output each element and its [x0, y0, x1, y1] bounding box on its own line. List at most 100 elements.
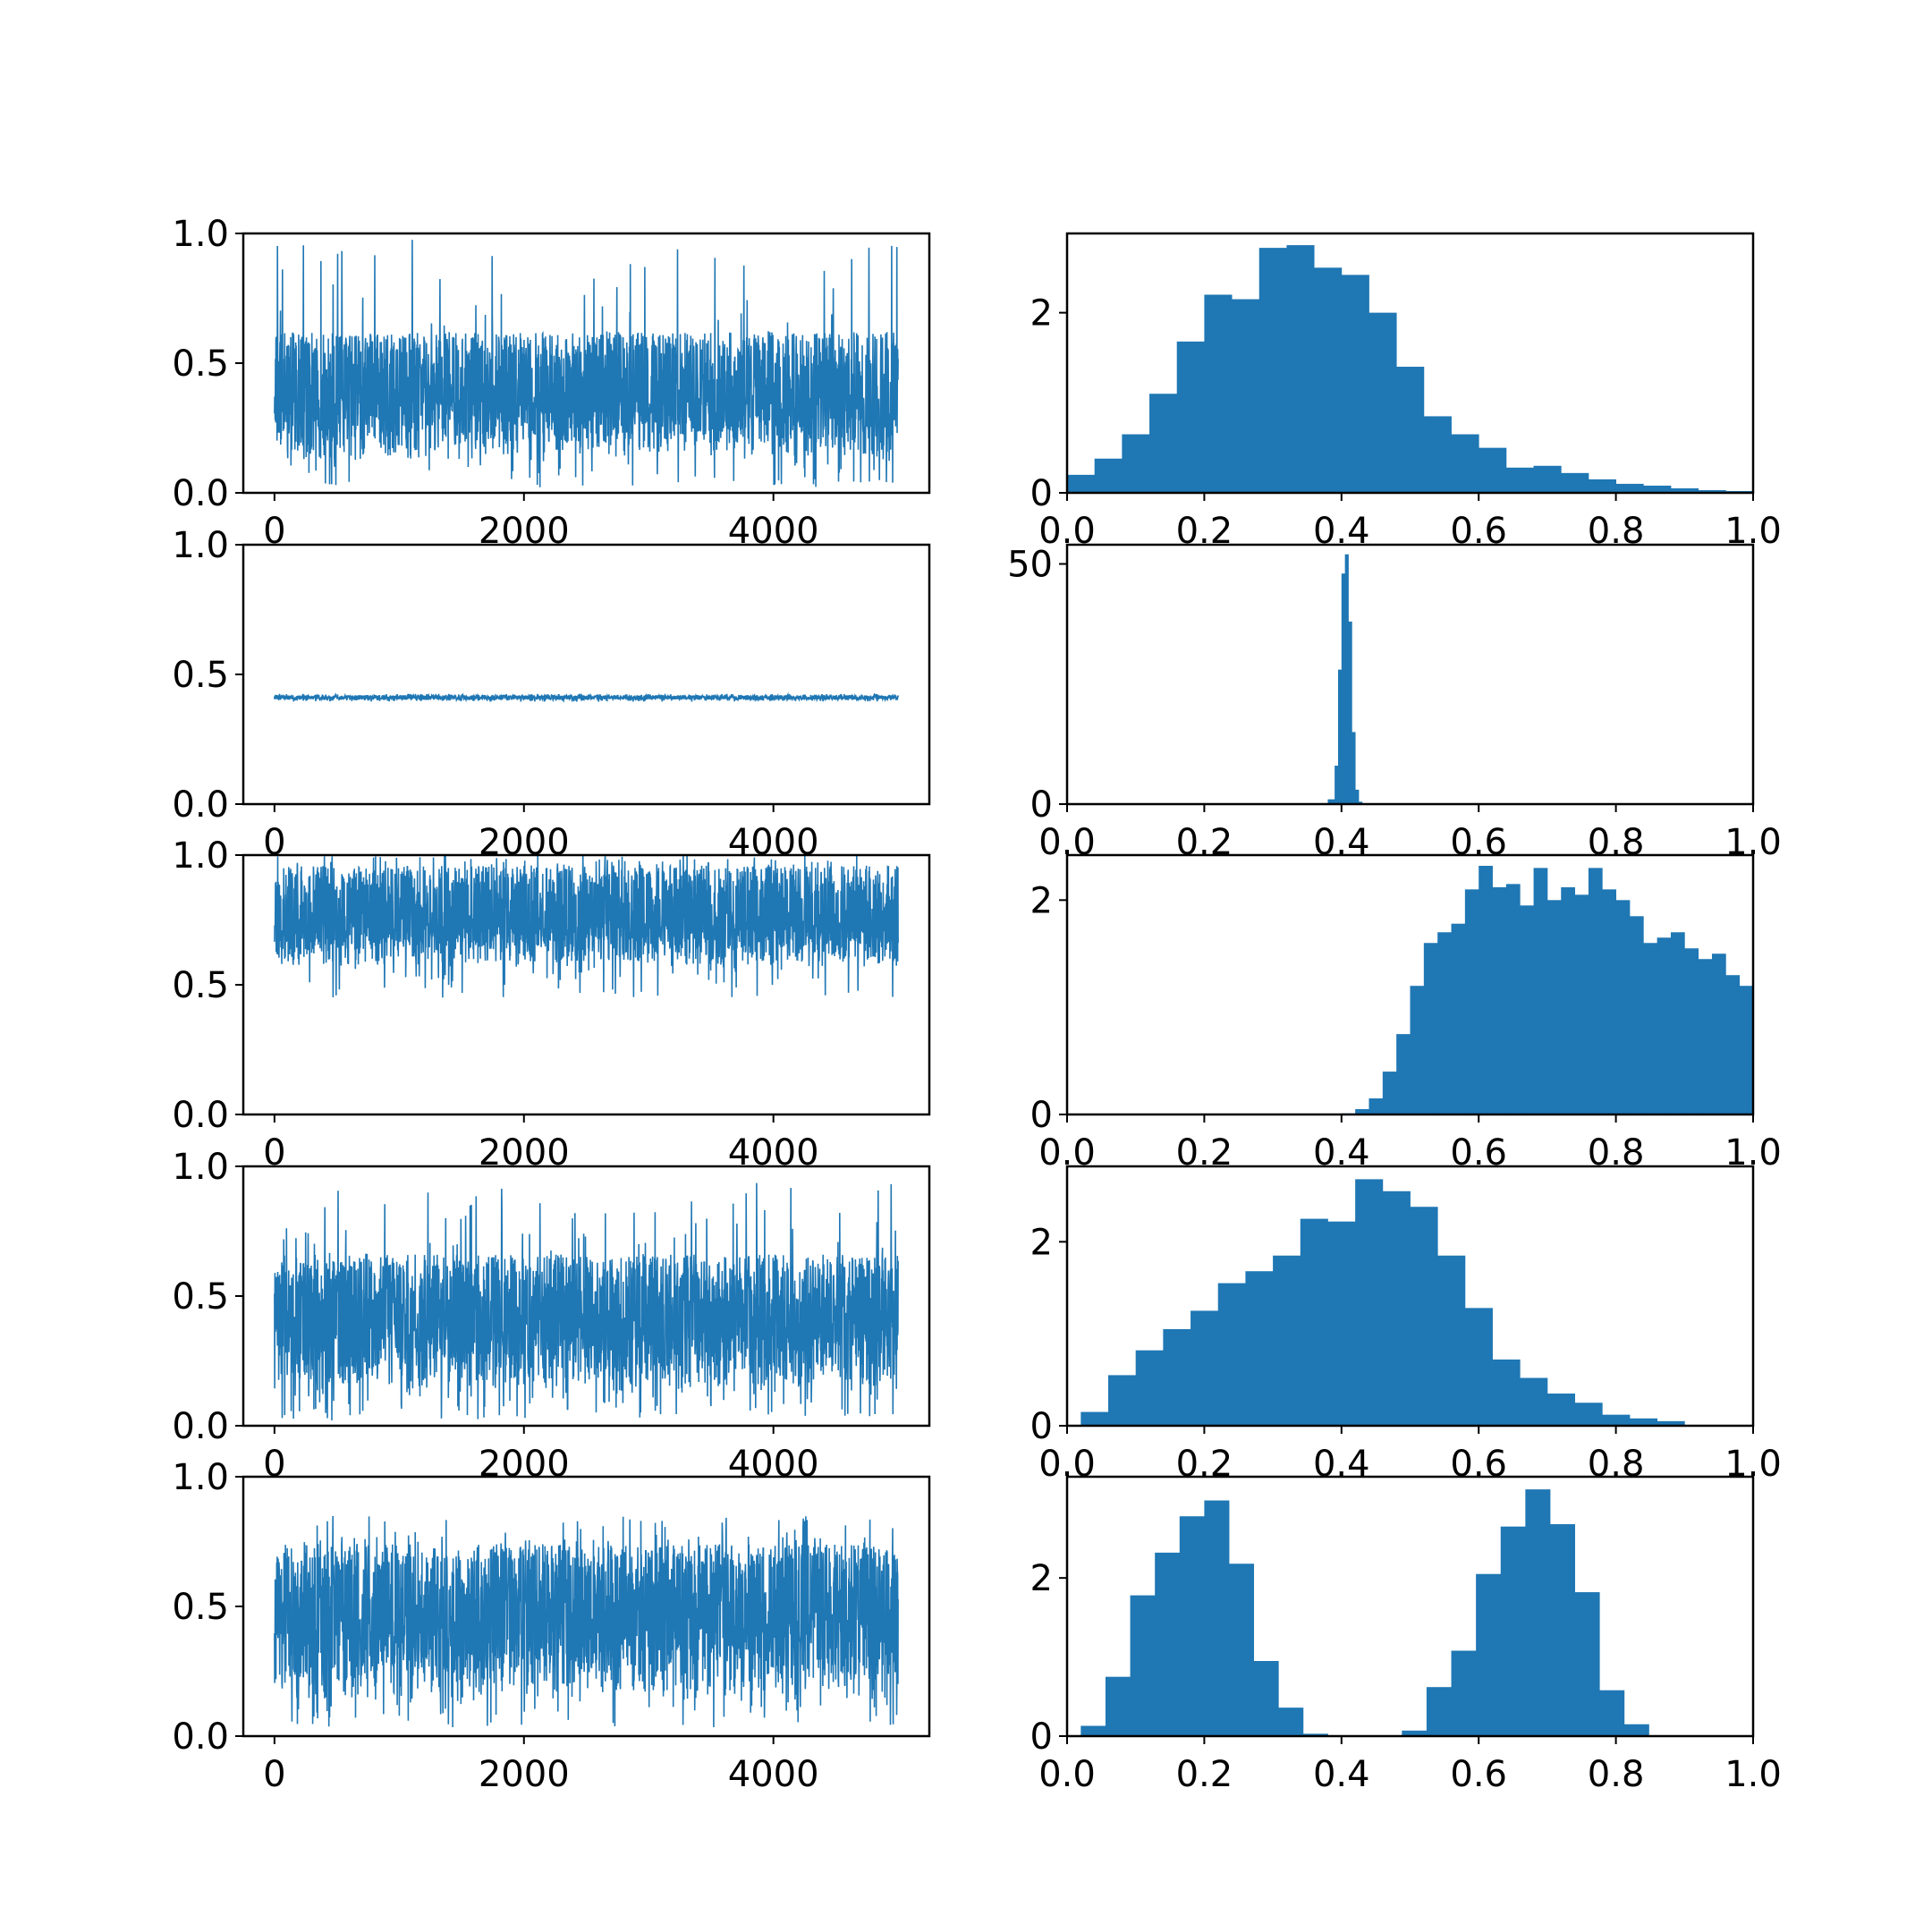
x-tick-label: 4000	[728, 1754, 819, 1795]
histogram-bar	[1232, 299, 1260, 493]
histogram-bar	[1546, 900, 1562, 1114]
histogram-bar	[1410, 1207, 1438, 1426]
histogram-bar	[1352, 732, 1356, 804]
histogram-bar	[1122, 434, 1150, 493]
histogram-bar	[1629, 916, 1644, 1114]
histogram-bar	[1657, 1420, 1685, 1426]
histogram-bar	[1615, 483, 1644, 493]
histogram-bar	[1273, 1255, 1301, 1426]
histogram-bar	[1533, 868, 1548, 1114]
y-tick-label: 0	[1030, 784, 1053, 826]
row5-trace: 0.0 0.5 1.0 0 2000 4000	[172, 1457, 931, 1795]
histogram-bar	[1629, 1418, 1658, 1426]
histogram-bar	[1561, 472, 1589, 493]
trace-line	[274, 1182, 899, 1421]
y-tick-label: 0.0	[172, 473, 229, 514]
y-tick-label: 0	[1030, 473, 1053, 514]
histogram-bar	[1437, 932, 1452, 1114]
x-tick-label: 1.0	[1724, 1754, 1782, 1795]
histogram-bar	[1341, 275, 1369, 493]
x-tick-label: 2000	[479, 1754, 570, 1795]
histogram-bar	[1437, 1255, 1466, 1426]
histogram-bar	[1355, 1179, 1384, 1426]
histogram-bar	[1479, 865, 1493, 1114]
y-tick-label: 0.0	[172, 1095, 229, 1136]
histogram-bar	[1643, 943, 1658, 1114]
histogram-bar	[1217, 1283, 1246, 1426]
histogram-bar	[1698, 489, 1726, 493]
histogram-bar	[1108, 1375, 1137, 1426]
histogram-bar	[1300, 1218, 1328, 1426]
histogram-bar	[1505, 884, 1521, 1114]
x-tick-label: 0.4	[1313, 822, 1370, 863]
histogram-bar	[1725, 975, 1741, 1114]
x-tick-label: 2000	[479, 822, 570, 863]
histogram-bar	[1067, 474, 1096, 493]
row4-trace: 0.0 0.5 1.0 0 2000 4000	[172, 1147, 931, 1485]
x-tick-label: 2000	[479, 1444, 570, 1485]
histogram-bar	[1426, 1687, 1452, 1736]
histogram-bar	[1684, 948, 1699, 1114]
histogram-bar	[1698, 959, 1713, 1114]
histogram-bar	[1337, 669, 1343, 804]
y-tick-label: 1.0	[172, 214, 229, 255]
histogram-bar	[1253, 1661, 1279, 1736]
histogram-bar	[1492, 886, 1507, 1114]
histogram-bar	[1505, 467, 1534, 493]
row2-trace: 0.0 0.5 1.0 0 2000 4000	[172, 525, 931, 863]
histogram-bar	[1396, 1034, 1411, 1114]
histogram-bar	[1500, 1526, 1526, 1736]
trace-line	[274, 1515, 899, 1728]
histogram-bar	[1711, 953, 1726, 1114]
histogram-bar	[1278, 1707, 1304, 1736]
histogram-bar	[1520, 905, 1534, 1114]
histogram-bar	[1402, 1730, 1428, 1736]
axes-frame	[1065, 232, 1755, 495]
y-tick-label: 1.0	[172, 835, 229, 877]
histogram-bar	[1176, 341, 1205, 493]
trace-line	[274, 240, 899, 487]
row1-trace: 0.00.51.00 2000 4000	[172, 214, 931, 552]
histogram-bar	[1302, 1733, 1328, 1736]
x-tick-label: 0	[263, 822, 285, 863]
histogram-bar	[1561, 886, 1575, 1114]
histogram-bar	[1348, 621, 1352, 804]
histogram-bar	[1080, 1411, 1109, 1426]
histogram-bar	[1492, 1359, 1521, 1426]
histogram-bar	[1615, 900, 1631, 1114]
y-tick-label: 0.5	[172, 1276, 229, 1318]
histogram-bar	[1355, 789, 1360, 804]
axes-frame	[1065, 853, 1755, 1116]
histogram-bar	[1335, 766, 1339, 804]
histogram-bar	[1588, 479, 1616, 493]
histogram-bar	[1451, 1650, 1477, 1736]
y-tick-label: 0.5	[172, 343, 229, 385]
histogram-bar	[1739, 986, 1754, 1114]
histogram-bar	[1382, 1191, 1411, 1426]
y-tick-label: 2	[1030, 293, 1053, 335]
histogram-bar	[1179, 1516, 1205, 1736]
histogram-bar	[1525, 1489, 1551, 1736]
histogram-bar	[1204, 1500, 1230, 1736]
histogram-bar	[1344, 554, 1349, 804]
histogram-bar	[1314, 267, 1343, 493]
x-tick-label: 0.8	[1588, 822, 1645, 863]
histogram-bar	[1368, 312, 1397, 493]
histogram-bar	[1451, 434, 1479, 493]
y-tick-label: 0	[1030, 1716, 1053, 1758]
histogram-bar	[1358, 801, 1363, 804]
histogram-bar	[1155, 1552, 1181, 1736]
histogram-bar	[1643, 485, 1672, 493]
histogram-bar	[1423, 416, 1452, 493]
row1-histogram: 020.0 0.2 0.4 0.6 0.8 1.0	[1030, 232, 1782, 552]
y-tick-label: 0	[1030, 1406, 1053, 1447]
histogram-bar	[1245, 1271, 1274, 1426]
histogram-bar	[1533, 465, 1562, 493]
histogram-bar	[1464, 1308, 1493, 1426]
row3-trace: 0.00.51.00 2000 4000	[172, 835, 931, 1174]
histogram-bar	[1574, 1402, 1603, 1426]
histogram-bar	[1670, 487, 1699, 493]
histogram-bar	[1258, 248, 1287, 493]
